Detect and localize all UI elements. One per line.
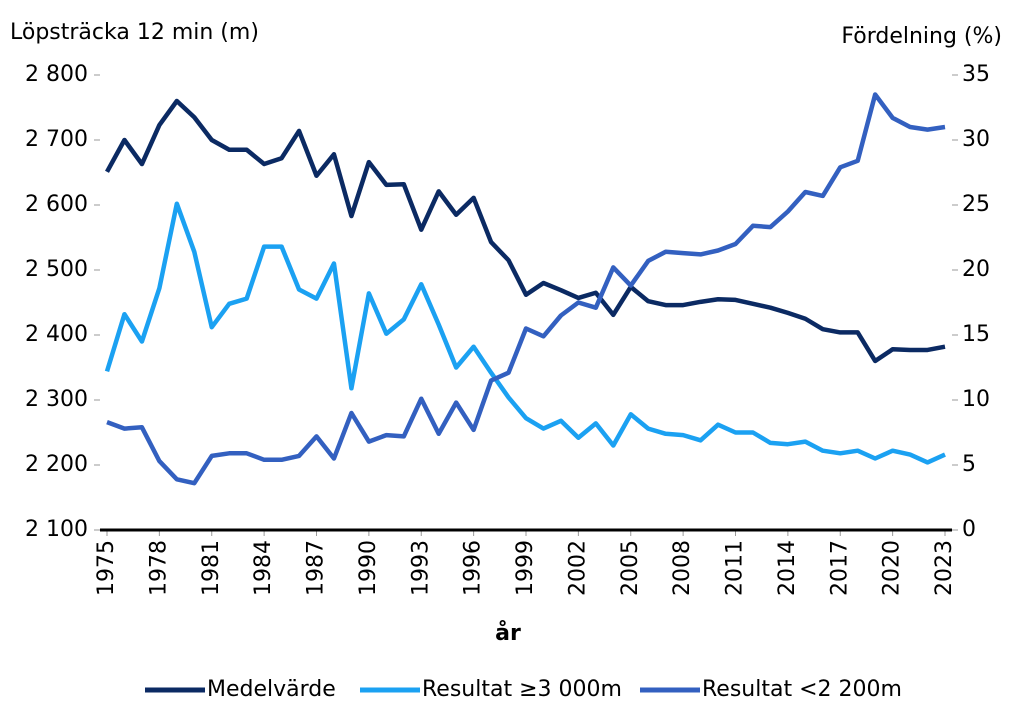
- y2-tick-label: 10: [962, 387, 990, 412]
- y2-tick-label: 20: [962, 257, 990, 282]
- x-tick-label: 2008: [670, 540, 695, 596]
- series-line: [106, 92, 946, 486]
- x-tick-label: 1990: [356, 540, 381, 596]
- x-tick-label: 1996: [461, 540, 486, 596]
- series-line: [104, 201, 946, 465]
- y2-axis-title: Fördelning (%): [841, 24, 1002, 49]
- y2-tick-label: 30: [962, 127, 990, 152]
- y-tick-label: 2 200: [25, 452, 88, 477]
- x-tick-label: 1981: [199, 540, 224, 596]
- y2-tick-label: 15: [962, 322, 990, 347]
- legend-label: Medelvärde: [207, 677, 336, 702]
- y-tick-label: 2 100: [25, 517, 88, 542]
- x-tick-label: 1987: [304, 540, 329, 596]
- y2-tick-label: 25: [962, 192, 990, 217]
- x-tick-label: 2002: [565, 540, 590, 596]
- x-tick-label: 2017: [827, 540, 852, 596]
- y-tick-label: 2 600: [25, 192, 88, 217]
- x-tick-label: 2020: [880, 540, 905, 596]
- y2-tick-label: 35: [962, 62, 990, 87]
- y2-tick-label: 5: [962, 452, 976, 477]
- x-tick-label: 2014: [775, 540, 800, 596]
- x-tick-label: 1984: [251, 540, 276, 596]
- y-axis-title: Löpsträcka 12 min (m): [10, 20, 259, 45]
- series-line: [105, 98, 946, 364]
- x-tick-label: 1993: [408, 540, 433, 596]
- x-tick-label: 1975: [94, 540, 119, 596]
- x-tick-label: 1978: [146, 540, 171, 596]
- x-tick-label: 2023: [932, 540, 957, 596]
- x-tick-label: 2005: [618, 540, 643, 596]
- y2-tick-label: 0: [962, 517, 976, 542]
- x-axis-title: år: [495, 620, 521, 646]
- x-tick-label: 2011: [723, 540, 748, 596]
- y-tick-label: 2 400: [25, 322, 88, 347]
- legend-label: Resultat ≥3 000m: [422, 677, 622, 702]
- y-tick-label: 2 800: [25, 62, 88, 87]
- y-tick-label: 2 300: [25, 387, 88, 412]
- x-tick-label: 1999: [513, 540, 538, 596]
- y-tick-label: 2 700: [25, 127, 88, 152]
- legend-label: Resultat <2 200m: [702, 677, 902, 702]
- y-tick-label: 2 500: [25, 257, 88, 282]
